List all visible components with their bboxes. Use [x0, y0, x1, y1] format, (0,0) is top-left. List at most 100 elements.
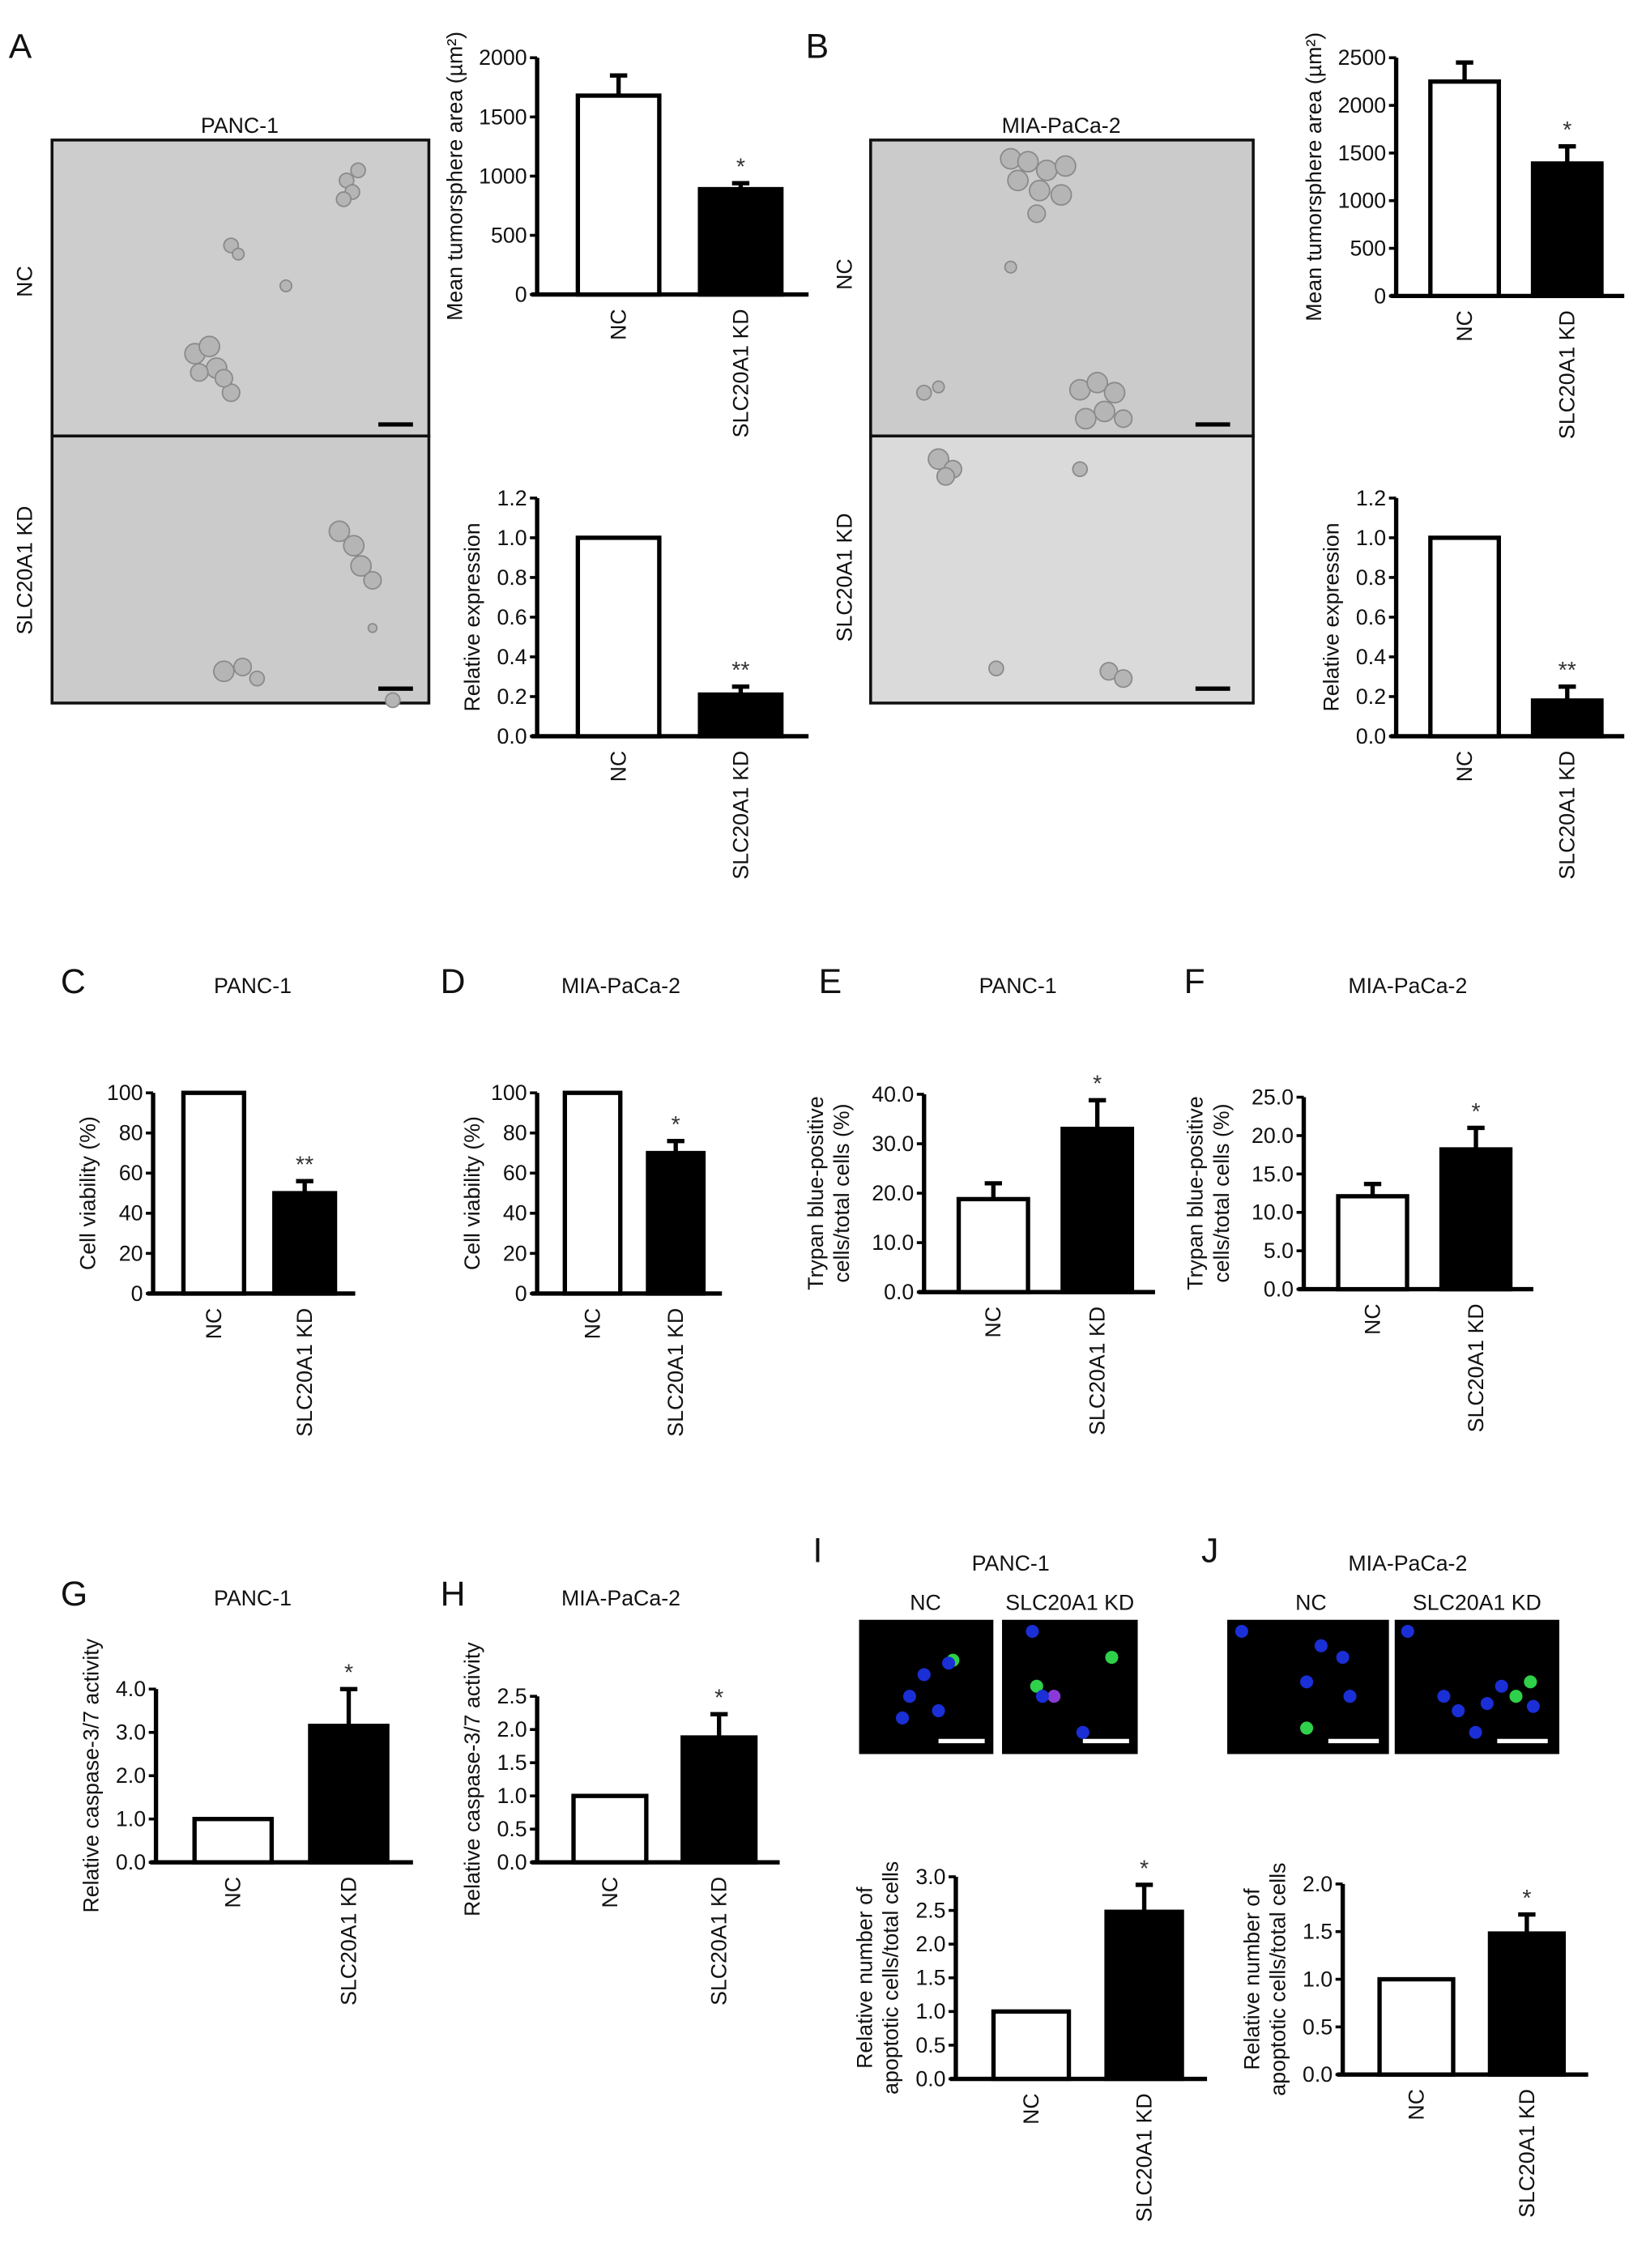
panel-title: PANC-1: [972, 1551, 1050, 1575]
y-axis-label: Relative number of: [853, 1886, 877, 2069]
fluorescence-nc: [859, 1619, 994, 1754]
x-tick-label: SLC20A1 KD: [1085, 1307, 1110, 1435]
y-axis-label: Relative caspase-3/7 activity: [460, 1642, 484, 1916]
cell: [363, 570, 382, 590]
nucleus: [1300, 1675, 1314, 1689]
nucleus: [942, 1656, 956, 1670]
y-tick-label: 0.5: [497, 1817, 527, 1841]
x-tick-label: SLC20A1 KD: [663, 1308, 688, 1437]
panel-letter-b: B: [806, 27, 829, 66]
cell: [367, 623, 378, 633]
cell: [350, 162, 366, 179]
x-tick-label: SLC20A1 KD: [1555, 310, 1580, 439]
cell: [1050, 184, 1072, 206]
y-tick-label: 40.0: [872, 1082, 914, 1106]
y-tick-label: 1.5: [1303, 1920, 1333, 1944]
bar-kd: [697, 186, 784, 297]
bar-chart-i: 0.0 0.5 1.0 1.5 2.0 2.5 3.0 Relative number of a…: [853, 1856, 1208, 2222]
fluorescence-kd: [1002, 1619, 1138, 1754]
y-tick-label: 1.2: [1356, 486, 1386, 510]
x-tick-label: NC: [607, 309, 631, 340]
cell: [988, 660, 1004, 677]
bar-nc: [571, 1793, 649, 1865]
y-tick-label: 15.0: [1252, 1162, 1294, 1186]
nucleus: [1314, 1639, 1328, 1652]
cell: [1086, 371, 1109, 394]
y-tick-label: 0.0: [915, 2066, 945, 2091]
bar-nc: [1336, 1194, 1409, 1292]
bar-kd: [1439, 1147, 1513, 1292]
y-tick-label: 3.0: [915, 1865, 945, 1889]
y-tick-label: 1.5: [915, 1966, 945, 1990]
y-axis-label: Cell viability (%): [76, 1116, 100, 1270]
nucleus: [1047, 1690, 1061, 1703]
y-tick-label: 0.2: [497, 684, 527, 709]
y-axis-label: apoptotic cells/total cells: [879, 1861, 903, 2095]
significance-marker: *: [736, 155, 745, 181]
significance-marker: **: [296, 1153, 313, 1179]
y-tick-label: 0.0: [497, 724, 527, 748]
cell: [1004, 260, 1017, 274]
chart-title: MIA-PaCa-2: [561, 1586, 680, 1610]
panel-letter-j: J: [1201, 1531, 1218, 1570]
significance-marker: **: [1559, 658, 1576, 684]
y-tick-label: 1000: [1338, 189, 1386, 213]
x-tick-label: NC: [1360, 1303, 1384, 1335]
nucleus: [917, 1668, 931, 1682]
bar-nc: [192, 1817, 275, 1865]
x-tick-label: NC: [1452, 751, 1477, 782]
y-tick-label: 1.0: [497, 1784, 527, 1808]
cell: [1094, 400, 1115, 423]
bar-chart-f: F MIA-PaCa-2 0.0 5.0 10.0 15.0 20.0 25.0 Trypan …: [1183, 962, 1533, 1432]
cell: [1007, 169, 1029, 192]
significance-marker: *: [1093, 1072, 1102, 1098]
y-tick-label: 4.0: [116, 1677, 146, 1701]
y-tick-label: 500: [491, 223, 527, 247]
nucleus: [1105, 1651, 1119, 1665]
y-tick-label: 60: [119, 1161, 143, 1185]
y-tick-label: 0.4: [1356, 645, 1386, 669]
y-axis-label: Trypan blue-positive: [1183, 1096, 1208, 1290]
cell: [198, 335, 220, 358]
nucleus: [1495, 1679, 1508, 1693]
x-tick-label: NC: [607, 751, 631, 782]
nucleus: [1076, 1725, 1090, 1739]
y-axis-label: Trypan blue-positive: [804, 1096, 828, 1290]
x-tick-label: NC: [1404, 2089, 1428, 2121]
y-tick-label: 1.5: [497, 1750, 527, 1775]
panel-letter: G: [61, 1575, 87, 1614]
bar-nc: [1428, 535, 1501, 739]
significance-marker: *: [1140, 1856, 1149, 1882]
bar-nc: [956, 1196, 1030, 1294]
cell: [1072, 461, 1089, 478]
bar-kd: [1104, 1909, 1184, 2082]
y-tick-label: 80: [119, 1121, 143, 1145]
chart-title: MIA-PaCa-2: [561, 974, 680, 998]
micrograph-kd: [869, 434, 1255, 705]
y-tick-label: 1.2: [497, 486, 527, 510]
col-label-nc: NC: [1295, 1590, 1327, 1614]
cell: [1055, 155, 1077, 177]
panel-title: MIA-PaCa-2: [1348, 1551, 1467, 1575]
nucleus: [1452, 1704, 1465, 1718]
bar-chart-b: 0.0 0.2 0.4 0.6 0.8 1.0 1.2 Relative expression…: [1319, 486, 1625, 880]
chart-title: PANC-1: [214, 1586, 292, 1610]
y-tick-label: 30.0: [872, 1132, 914, 1156]
y-axis-label: Cell viability (%): [460, 1116, 484, 1270]
cell: [385, 692, 401, 709]
cell: [915, 384, 932, 401]
panel-letter: F: [1184, 962, 1205, 1001]
y-tick-label: 1000: [479, 164, 527, 188]
cell: [190, 363, 209, 382]
y-tick-label: 0.0: [1264, 1277, 1294, 1302]
nucleus: [932, 1704, 945, 1718]
cell: [212, 660, 235, 683]
bar-kd: [1530, 161, 1604, 299]
x-tick-label: SLC20A1 KD: [292, 1308, 317, 1437]
nucleus: [1336, 1651, 1350, 1665]
x-tick-label: NC: [1452, 310, 1477, 342]
micrograph-nc: [50, 139, 431, 438]
col-label-kd: SLC20A1 KD: [1413, 1590, 1542, 1614]
panel-letter: C: [61, 962, 86, 1001]
x-tick-label: SLC20A1 KD: [707, 1877, 731, 2006]
